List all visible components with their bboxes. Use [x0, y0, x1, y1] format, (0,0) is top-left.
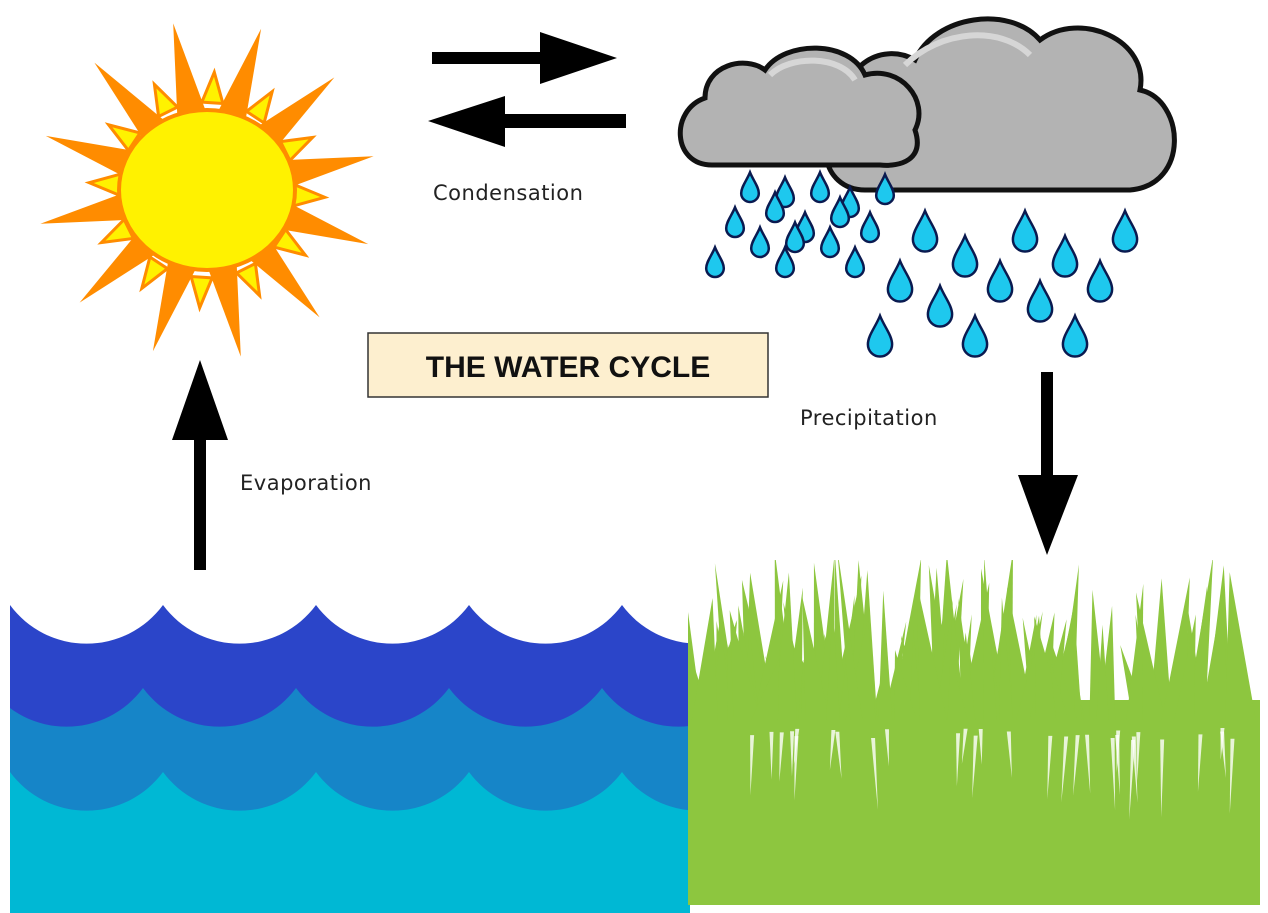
- arrow-down: [1018, 372, 1078, 555]
- raindrops: [706, 172, 1137, 356]
- grass-blade: [692, 598, 718, 720]
- raindrop: [741, 172, 759, 202]
- grass-blade: [1225, 572, 1256, 720]
- grass: [668, 550, 1260, 905]
- raindrop: [1088, 261, 1112, 302]
- raindrop: [821, 227, 839, 257]
- raindrop: [1028, 281, 1052, 322]
- sun-ray-short: [89, 174, 120, 195]
- sun-ray-short: [237, 264, 260, 296]
- sun: [40, 23, 373, 356]
- grass-blade: [1126, 584, 1143, 720]
- grass-blade: [878, 591, 892, 720]
- rain-clouds: [680, 19, 1174, 190]
- raindrop: [928, 286, 952, 327]
- raindrop: [811, 172, 829, 202]
- raindrop: [846, 247, 864, 277]
- raindrop: [868, 316, 892, 357]
- raindrop: [963, 316, 987, 357]
- raindrop: [988, 261, 1012, 302]
- grass-blade: [983, 556, 997, 720]
- raindrop: [1013, 211, 1037, 252]
- raindrop: [751, 227, 769, 257]
- raindrop: [1113, 211, 1137, 252]
- raindrop: [913, 211, 937, 252]
- grass-base: [688, 700, 1260, 905]
- label-condensation: Condensation: [433, 181, 583, 205]
- page: THE WATER CYCLE Condensation Precipitati…: [0, 0, 1268, 913]
- raindrop: [888, 261, 912, 302]
- arrow-left: [428, 96, 626, 147]
- sun-ray-short: [294, 185, 325, 206]
- raindrop: [861, 212, 879, 242]
- ocean-waves: [0, 605, 775, 913]
- raindrop: [1053, 236, 1077, 277]
- sun-ray-short: [154, 84, 177, 116]
- label-precipitation: Precipitation: [800, 406, 938, 430]
- title: THE WATER CYCLE: [426, 351, 710, 384]
- arrow-up: [172, 360, 228, 570]
- arrow-right: [432, 32, 617, 84]
- raindrop: [1063, 316, 1087, 357]
- sun-disc: [119, 110, 295, 270]
- sun-ray-short: [202, 72, 223, 103]
- raindrop: [706, 247, 724, 277]
- sun-ray-short: [191, 277, 212, 308]
- raindrop: [726, 207, 744, 237]
- raindrop: [953, 236, 977, 277]
- water-cycle-diagram: THE WATER CYCLE Condensation Precipitati…: [0, 0, 1268, 913]
- label-evaporation: Evaporation: [240, 471, 372, 495]
